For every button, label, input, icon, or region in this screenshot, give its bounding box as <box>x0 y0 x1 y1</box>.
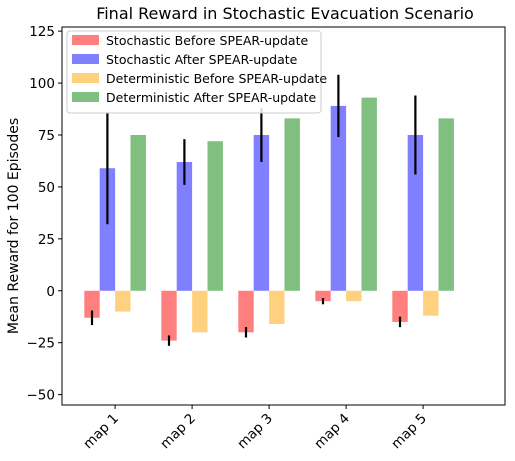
plot-frame <box>61 26 506 406</box>
y-axis-label: Mean Reward for 100 Episodes <box>6 118 22 334</box>
chart-title: Final Reward in Stochastic Evacuation Sc… <box>96 4 474 23</box>
bar <box>253 135 270 291</box>
bar <box>284 118 300 291</box>
bar <box>192 290 208 333</box>
bar <box>238 290 254 333</box>
bar <box>423 290 439 316</box>
bar <box>346 290 362 302</box>
bar <box>176 162 193 291</box>
x-tick-label: map 4 <box>311 411 353 453</box>
bar <box>99 168 116 291</box>
x-tick-label: map 5 <box>388 411 430 453</box>
y-tick-label: −25 <box>27 336 56 352</box>
legend-swatch <box>72 92 99 102</box>
bar <box>315 290 331 302</box>
y-tick-label: 125 <box>29 24 55 40</box>
legend-label: Stochastic After SPEAR-update <box>106 52 298 67</box>
bar <box>207 141 223 291</box>
bar <box>407 135 424 291</box>
legend-swatch <box>72 73 99 83</box>
x-axis-ticks: map 1 map 2 map 3 map 4 map 5 <box>80 405 430 452</box>
y-tick-label: 0 <box>46 284 55 300</box>
x-tick-label: map 1 <box>80 411 122 453</box>
legend-box <box>66 30 322 114</box>
bar <box>130 135 146 291</box>
legend-label: Stochastic Before SPEAR-update <box>106 33 308 48</box>
y-tick-label: 100 <box>29 76 55 92</box>
bar <box>392 290 408 322</box>
y-tick-label: 25 <box>38 232 55 248</box>
bar <box>361 97 377 291</box>
legend-swatch <box>72 35 99 45</box>
legend-label: Deterministic Before SPEAR-update <box>106 71 327 86</box>
y-tick-label: −50 <box>27 388 56 404</box>
bar <box>161 290 177 341</box>
legend: Stochastic Before SPEAR-update Stochastic… <box>66 30 327 114</box>
y-tick-label: 50 <box>38 180 55 196</box>
bar <box>84 290 100 318</box>
y-tick-label: 75 <box>38 128 55 144</box>
bar <box>438 118 454 291</box>
y-axis-ticks: −50 −25 0 25 50 75 100 125 <box>27 24 62 404</box>
x-tick-label: map 2 <box>157 411 199 453</box>
bar <box>330 105 347 291</box>
legend-label: Deterministic After SPEAR-update <box>106 90 317 105</box>
bar <box>269 290 285 324</box>
x-tick-label: map 3 <box>234 411 276 453</box>
legend-swatch <box>72 54 99 64</box>
bar <box>115 290 131 312</box>
plot-area <box>61 26 506 406</box>
